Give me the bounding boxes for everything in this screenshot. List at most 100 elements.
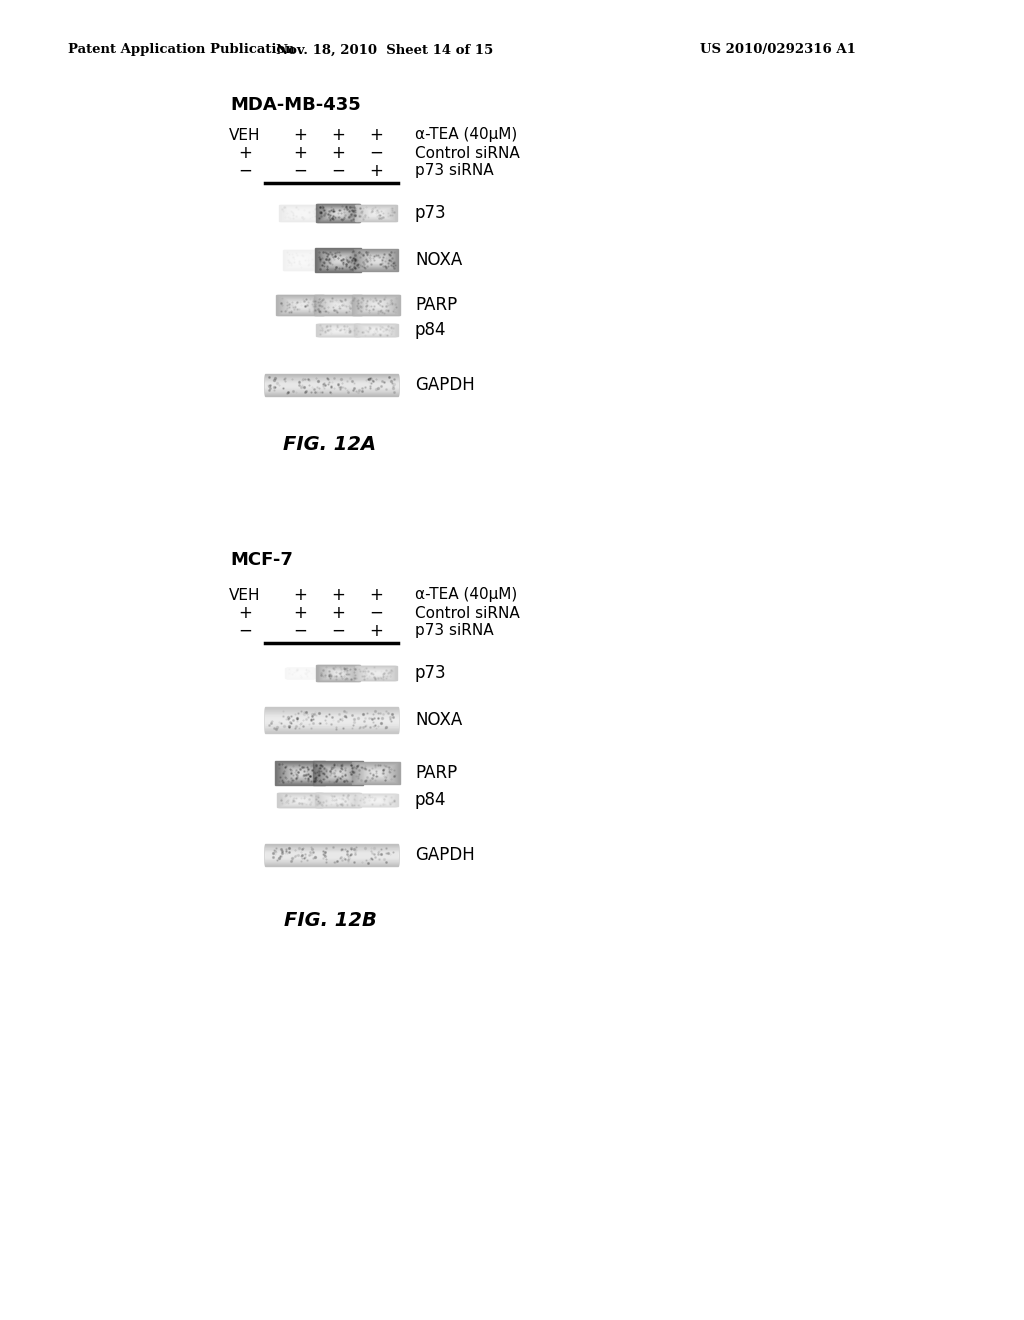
Text: +: + (331, 586, 345, 605)
Bar (322, 325, 354, 335)
Bar (324, 796, 352, 805)
Bar (357, 667, 394, 680)
Bar (356, 325, 395, 335)
Bar (370, 770, 383, 776)
Bar (265, 380, 398, 391)
Bar (322, 298, 354, 312)
Bar (357, 206, 394, 220)
Text: +: + (369, 162, 383, 180)
Bar (288, 209, 312, 218)
Bar (295, 672, 305, 675)
Bar (325, 326, 351, 334)
Bar (265, 376, 398, 393)
Bar (368, 770, 385, 777)
Bar (329, 327, 348, 333)
Bar (329, 209, 348, 216)
Bar (332, 799, 344, 803)
Bar (327, 255, 349, 265)
Bar (372, 329, 380, 331)
Bar (265, 718, 398, 722)
Bar (330, 797, 346, 803)
Bar (294, 671, 306, 676)
Bar (334, 259, 342, 261)
Bar (287, 796, 313, 804)
Bar (368, 327, 385, 333)
Bar (284, 795, 316, 805)
Bar (329, 301, 347, 309)
Bar (355, 296, 397, 314)
Bar (364, 209, 388, 218)
Bar (286, 300, 314, 312)
Bar (317, 665, 358, 680)
Text: Patent Application Publication: Patent Application Publication (68, 44, 295, 57)
Bar (282, 795, 318, 805)
Bar (355, 325, 396, 335)
Bar (295, 671, 305, 675)
Bar (297, 799, 303, 801)
Bar (334, 771, 342, 775)
Bar (291, 768, 309, 777)
Bar (321, 667, 355, 680)
Bar (293, 302, 307, 308)
Bar (374, 772, 378, 774)
Bar (318, 251, 357, 269)
Bar (322, 766, 354, 780)
Bar (361, 796, 391, 804)
Bar (364, 796, 388, 804)
Bar (321, 298, 355, 312)
Bar (316, 296, 360, 314)
Bar (326, 300, 350, 310)
Text: GAPDH: GAPDH (415, 376, 475, 393)
Bar (287, 300, 313, 310)
Bar (290, 669, 310, 677)
Bar (265, 384, 398, 385)
Bar (356, 205, 396, 220)
Bar (316, 793, 360, 807)
Bar (319, 297, 356, 313)
Bar (297, 259, 303, 261)
Bar (321, 206, 355, 220)
Bar (265, 383, 398, 388)
Bar (371, 329, 381, 331)
Bar (265, 710, 398, 730)
Bar (319, 251, 356, 269)
Bar (356, 206, 395, 220)
Bar (291, 669, 309, 676)
Bar (335, 329, 342, 331)
Bar (356, 667, 395, 680)
Bar (362, 668, 389, 677)
Bar (284, 251, 316, 269)
Bar (284, 207, 316, 219)
Text: PARP: PARP (415, 764, 458, 781)
Bar (289, 796, 311, 804)
Bar (316, 248, 360, 271)
Bar (283, 206, 317, 220)
Bar (316, 205, 359, 222)
Bar (327, 669, 349, 677)
Bar (356, 297, 395, 313)
Bar (288, 796, 312, 804)
Bar (370, 329, 382, 331)
Bar (286, 207, 314, 219)
Bar (288, 669, 312, 677)
Bar (368, 256, 384, 264)
Bar (332, 671, 344, 676)
Bar (366, 209, 387, 218)
Text: −: − (369, 144, 383, 162)
Bar (322, 795, 354, 805)
Bar (326, 796, 351, 804)
Text: FIG. 12B: FIG. 12B (284, 911, 377, 929)
Text: NOXA: NOXA (415, 711, 462, 729)
Bar (276, 762, 324, 784)
Bar (265, 850, 398, 861)
Bar (373, 304, 379, 306)
Bar (321, 795, 355, 805)
Bar (315, 762, 361, 784)
Bar (362, 326, 389, 334)
Bar (280, 297, 321, 313)
Bar (318, 764, 358, 783)
Bar (265, 845, 398, 866)
Bar (326, 668, 350, 677)
Text: −: − (331, 162, 345, 180)
Bar (325, 253, 352, 267)
